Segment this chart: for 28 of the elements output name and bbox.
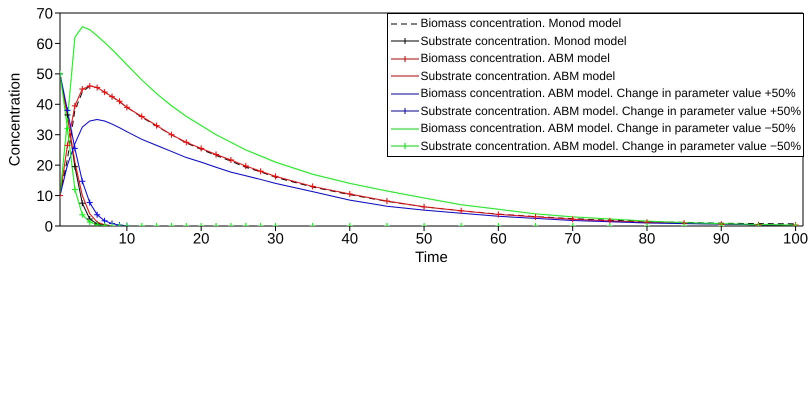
x-tick-label: 40 xyxy=(341,230,358,248)
legend-label: Substrate concentration. ABM model xyxy=(420,68,616,84)
y-axis-title: Concentration xyxy=(6,72,24,166)
x-tick-label: 80 xyxy=(638,230,656,248)
legend-label: Biomass concentration. ABM model xyxy=(420,50,610,67)
y-tick-label: 60 xyxy=(36,36,53,53)
x-tick-label: 50 xyxy=(416,230,432,248)
x-tick-label: 90 xyxy=(712,230,730,248)
legend-label: Biomass concentration. Monod model xyxy=(420,15,622,32)
legend-label: Substrate concentration. ABM model. Change in parameter value −50% xyxy=(420,138,801,154)
x-tick-label: 60 xyxy=(490,230,507,248)
y-tick-label: 70 xyxy=(36,5,53,22)
x-tick-label: 10 xyxy=(118,230,136,248)
y-tick-label: 10 xyxy=(36,188,53,205)
legend-label: Biomass concentration. ABM model. Change in parameter value +50% xyxy=(420,85,796,102)
legend-label: Biomass concentration. ABM model. Change in parameter value −50% xyxy=(420,120,796,137)
x-axis-title: Time xyxy=(415,249,448,266)
y-tick-label: 40 xyxy=(36,96,53,114)
x-tick-label: 70 xyxy=(564,230,582,248)
y-tick-label: 20 xyxy=(36,157,53,174)
y-tick-label: 30 xyxy=(36,127,53,144)
x-tick-label: 30 xyxy=(267,230,284,248)
y-tick-label: 50 xyxy=(36,66,53,84)
y-tick-label: 0 xyxy=(44,218,53,236)
legend-label: Substrate concentration. Monod model xyxy=(420,32,627,50)
legend-label: Substrate concentration. ABM model. Change in parameter value +50% xyxy=(420,102,801,120)
x-tick-label: 20 xyxy=(192,230,210,248)
x-tick-label: 100 xyxy=(783,230,808,248)
